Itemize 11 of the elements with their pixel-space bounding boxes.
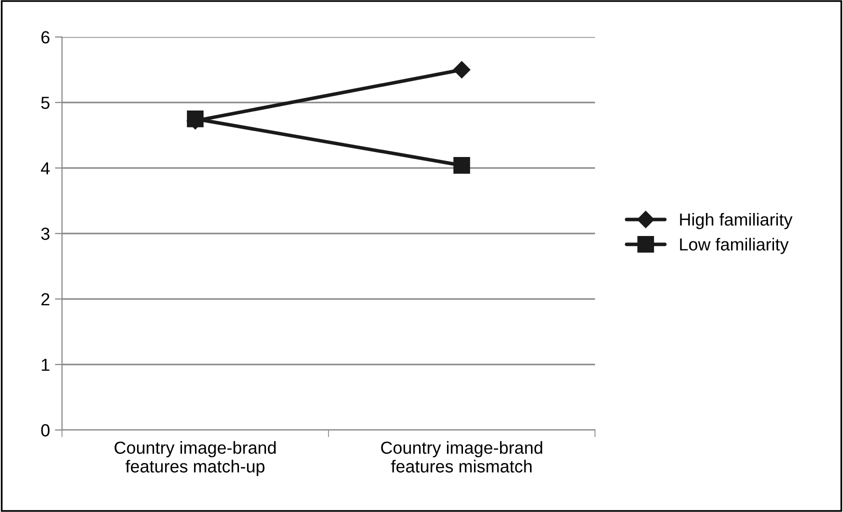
x-tick-label: Country image-brand features match-up	[114, 441, 276, 476]
y-tick-label: 0	[41, 424, 50, 436]
y-tick-label: 3	[41, 228, 50, 240]
legend-label: High familiarity	[680, 212, 793, 230]
y-tick-label: 2	[41, 293, 50, 306]
x-tick-label: Country image-brand features mismatch	[381, 441, 542, 473]
y-tick-label: 5	[41, 96, 50, 109]
y-tick-label: 4	[40, 162, 50, 174]
y-tick-label: 6	[41, 31, 50, 44]
legend-label: Low familiarity	[680, 238, 789, 254]
y-tick-label: 1	[42, 358, 50, 371]
